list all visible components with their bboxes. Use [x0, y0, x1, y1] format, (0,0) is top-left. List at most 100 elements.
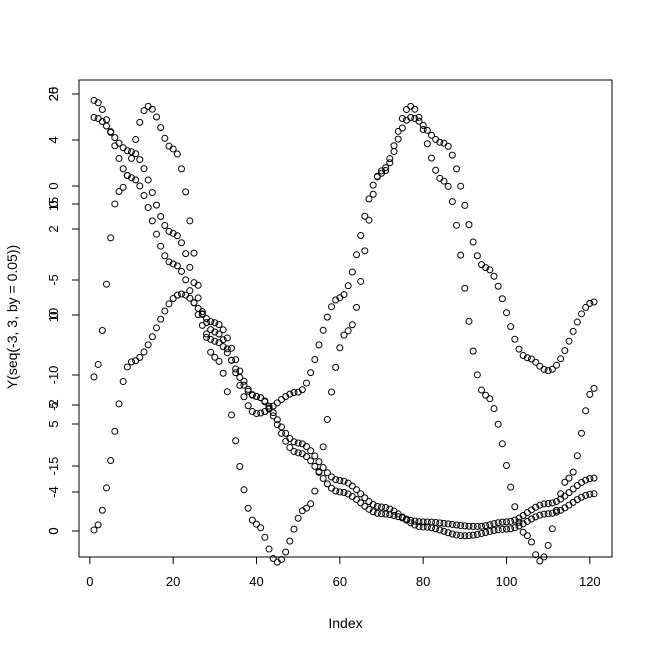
data-point	[211, 337, 219, 345]
data-point	[186, 217, 194, 225]
data-point	[253, 392, 260, 400]
data-point	[207, 348, 215, 356]
data-point	[503, 525, 510, 533]
data-point	[507, 525, 515, 533]
data-point	[148, 189, 156, 197]
data-point	[540, 553, 548, 561]
data-point	[294, 514, 302, 522]
data-point	[532, 513, 540, 521]
data-point	[228, 411, 235, 419]
data-point	[203, 315, 210, 323]
data-point	[469, 347, 477, 355]
data-point	[128, 148, 135, 156]
data-point	[523, 354, 531, 362]
data-point	[307, 369, 315, 377]
data-point	[590, 474, 598, 482]
data-point	[586, 390, 594, 398]
data-point	[315, 341, 323, 349]
data-point	[211, 319, 219, 327]
data-point	[319, 474, 327, 482]
data-point	[211, 353, 219, 361]
data-point	[332, 476, 340, 484]
data-point	[215, 330, 223, 338]
data-point	[507, 517, 515, 525]
data-point	[436, 519, 444, 527]
data-point	[586, 490, 594, 498]
data-point	[148, 105, 156, 113]
data-point	[165, 300, 173, 308]
data-point	[419, 523, 427, 531]
data-point	[357, 231, 365, 239]
data-point	[403, 106, 410, 114]
data-point	[448, 520, 456, 528]
data-point	[398, 124, 406, 132]
data-point	[161, 252, 169, 260]
data-point	[311, 462, 319, 470]
data-point	[157, 124, 165, 132]
data-point	[548, 365, 556, 373]
data-point	[273, 416, 281, 424]
data-point	[465, 522, 473, 530]
y-tick-label: -15	[46, 457, 61, 476]
data-point	[582, 407, 590, 415]
data-point	[182, 276, 190, 284]
data-point	[369, 501, 377, 509]
data-point	[473, 252, 481, 260]
data-point	[286, 443, 294, 451]
data-point	[386, 155, 394, 163]
data-point	[115, 154, 123, 162]
data-point	[219, 369, 227, 377]
data-point	[573, 318, 581, 326]
data-point	[132, 176, 140, 184]
data-point	[361, 247, 369, 255]
data-point	[457, 251, 465, 259]
data-point	[573, 482, 581, 490]
data-point	[390, 511, 398, 519]
data-point	[507, 323, 515, 331]
data-point	[161, 307, 169, 315]
data-point	[198, 310, 206, 318]
data-point	[569, 327, 577, 335]
data-point	[490, 527, 498, 535]
data-point	[244, 402, 252, 410]
data-point	[457, 182, 465, 190]
data-point	[398, 114, 406, 122]
data-point	[211, 328, 219, 336]
data-point	[257, 409, 265, 417]
data-point	[490, 272, 498, 280]
data-point	[340, 291, 348, 299]
data-point	[128, 358, 135, 366]
data-point	[507, 483, 515, 491]
data-point	[144, 341, 152, 349]
data-point	[428, 154, 435, 162]
data-point	[523, 509, 531, 517]
data-point	[265, 402, 273, 410]
data-point	[178, 267, 185, 275]
y-tick-label: 0	[46, 527, 61, 534]
y-tick-label: 0	[46, 527, 61, 534]
data-point	[494, 519, 502, 527]
data-point	[173, 291, 181, 299]
data-point	[557, 355, 565, 363]
data-point	[232, 369, 240, 377]
data-point	[119, 165, 127, 173]
data-point	[469, 238, 477, 246]
data-point	[440, 177, 448, 185]
data-point	[153, 230, 160, 238]
data-point	[165, 258, 173, 266]
data-point	[157, 242, 165, 250]
data-point	[115, 400, 123, 408]
y-tick-label: 4	[46, 136, 61, 143]
data-point	[469, 531, 477, 539]
data-point	[457, 522, 465, 529]
data-point	[432, 166, 440, 174]
data-point	[590, 298, 598, 306]
data-point	[365, 195, 373, 203]
data-point	[186, 287, 194, 295]
data-point	[498, 295, 506, 303]
data-point	[228, 356, 235, 364]
x-tick-label: 120	[579, 574, 601, 589]
data-point	[365, 216, 373, 224]
data-point	[544, 367, 552, 375]
data-point	[390, 148, 398, 156]
